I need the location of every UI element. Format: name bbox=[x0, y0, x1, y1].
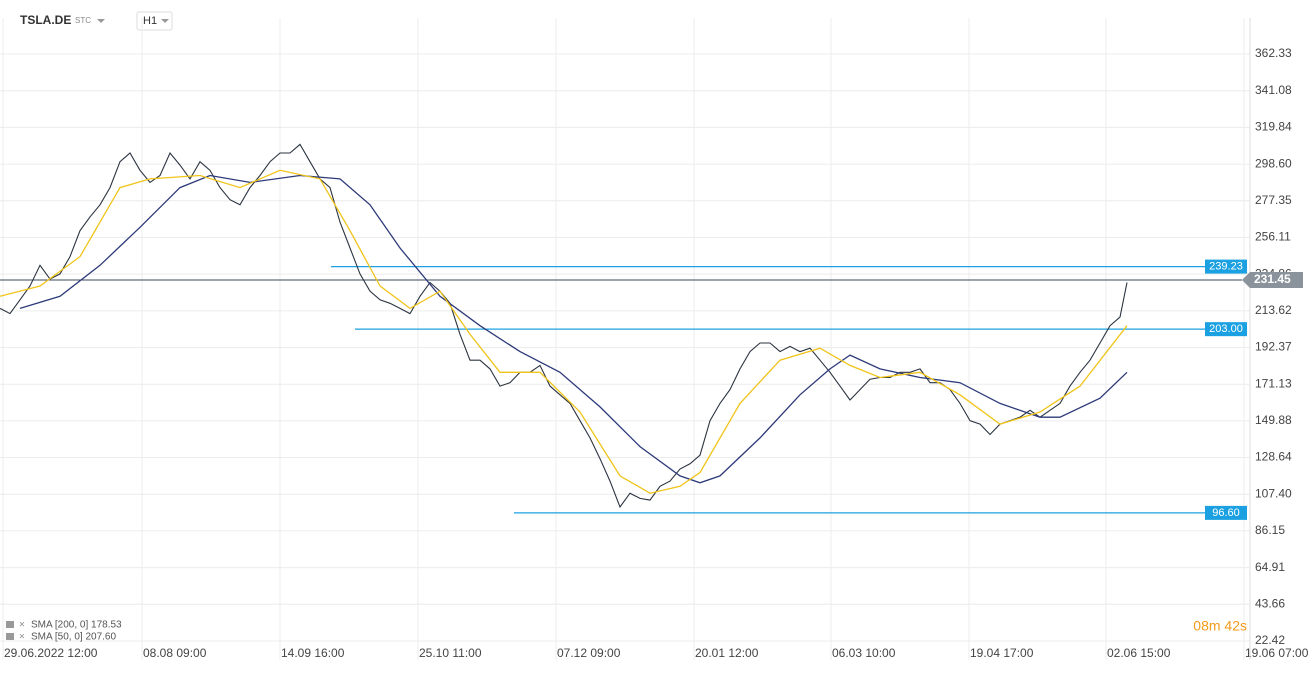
interval-dropdown[interactable] bbox=[161, 19, 169, 23]
level-label: 239.23 bbox=[1209, 261, 1243, 273]
y-tick-label: 319.84 bbox=[1255, 120, 1292, 134]
legend-entry: SMA [200, 0] 178.53 bbox=[31, 620, 122, 631]
legend-icon bbox=[6, 621, 14, 628]
x-tick-label: 14.09 16:00 bbox=[281, 646, 345, 660]
legend-entry: SMA [50, 0] 207.60 bbox=[31, 632, 116, 643]
level-tag bbox=[1205, 259, 1247, 274]
x-tick-label: 19.06 07:00 bbox=[1245, 646, 1309, 660]
y-tick-label: 64.91 bbox=[1255, 560, 1285, 574]
x-tick-label: 29.06.2022 12:00 bbox=[4, 646, 98, 660]
interval-selector[interactable] bbox=[136, 11, 173, 31]
legend-remove: × bbox=[19, 632, 25, 643]
x-tick-label: 25.10 11:00 bbox=[419, 646, 482, 660]
level-tag bbox=[1205, 322, 1247, 337]
x-tick-label: 06.03 10:00 bbox=[832, 646, 896, 660]
level-tag bbox=[1205, 505, 1247, 520]
y-tick-label: 22.42 bbox=[1255, 633, 1285, 647]
y-tick-label: 43.66 bbox=[1255, 596, 1285, 610]
y-tick-label: 192.37 bbox=[1255, 340, 1292, 354]
x-tick-label: 07.12 09:00 bbox=[557, 646, 621, 660]
y-tick-label: 341.08 bbox=[1255, 83, 1292, 97]
sma-line bbox=[19, 174, 1128, 484]
y-tick-label: 149.88 bbox=[1255, 413, 1292, 427]
market-dropdown[interactable] bbox=[97, 19, 105, 23]
level-label: 203.00 bbox=[1209, 323, 1243, 335]
y-tick-label: 171.13 bbox=[1255, 376, 1292, 390]
y-tick-label: 256.11 bbox=[1255, 230, 1291, 244]
market: STC bbox=[75, 16, 91, 25]
symbol[interactable]: TSLA.DE bbox=[20, 13, 71, 27]
x-tick-label: 19.04 17:00 bbox=[970, 646, 1034, 660]
y-tick-label: 213.62 bbox=[1255, 303, 1292, 317]
legend-remove: × bbox=[19, 620, 25, 631]
level-label: 96.60 bbox=[1212, 507, 1240, 519]
x-tick-label: 08.08 09:00 bbox=[143, 646, 207, 660]
y-tick-label: 86.15 bbox=[1255, 523, 1285, 537]
x-tick-label: 02.06 15:00 bbox=[1107, 646, 1171, 660]
y-tick-label: 277.35 bbox=[1255, 193, 1292, 207]
legend-icon bbox=[6, 633, 14, 640]
interval[interactable]: H1 bbox=[143, 15, 157, 27]
sma-line bbox=[0, 169, 1128, 494]
y-tick-label: 298.60 bbox=[1255, 156, 1292, 170]
y-tick-label: 362.33 bbox=[1255, 46, 1292, 60]
last-price-label: 231.45 bbox=[1254, 272, 1291, 286]
last-price-tag bbox=[1242, 272, 1303, 289]
y-tick-label: 107.40 bbox=[1255, 486, 1292, 500]
timer: 08m 42s bbox=[1193, 618, 1247, 634]
x-tick-label: 20.01 12:00 bbox=[695, 646, 759, 660]
y-tick-label: 128.64 bbox=[1255, 450, 1292, 464]
